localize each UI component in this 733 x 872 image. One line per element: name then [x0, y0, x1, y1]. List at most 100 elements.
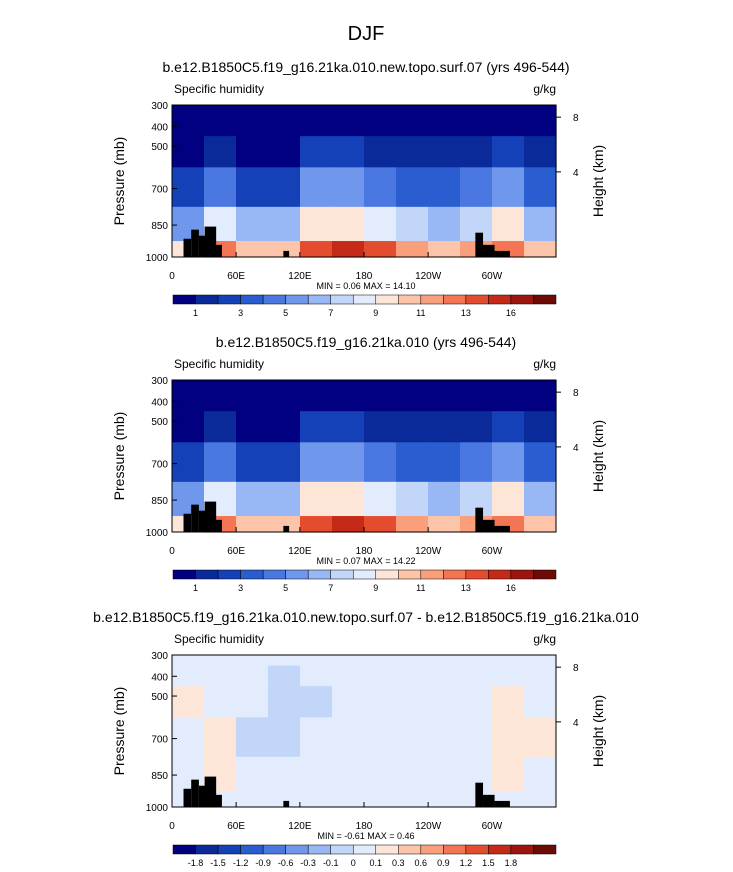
field-cell — [524, 665, 557, 687]
field-cell — [236, 686, 269, 718]
field-cell — [332, 481, 365, 517]
field-cell — [268, 655, 301, 667]
y-tick-label: 700 — [151, 460, 168, 471]
colorbar-swatch — [443, 569, 467, 580]
figure-title: DJF — [348, 23, 385, 45]
field-cell — [172, 390, 205, 412]
field-cell — [236, 411, 269, 443]
field-cell — [364, 241, 397, 258]
field-cell — [268, 390, 301, 412]
field-cell — [268, 241, 301, 258]
field-cell — [428, 655, 461, 667]
field-cell — [204, 380, 237, 392]
y-tick-label: 500 — [151, 417, 168, 428]
terrain-mask — [183, 226, 510, 257]
field-cell — [364, 390, 397, 412]
colorbar-swatch — [488, 569, 512, 580]
field-cell — [204, 136, 237, 168]
y-tick-label: 700 — [151, 735, 168, 746]
field-cell — [428, 686, 461, 718]
colorbar-label: 1.2 — [460, 858, 473, 868]
field-cell — [364, 167, 397, 208]
field-cell — [204, 686, 237, 718]
field-cell — [332, 206, 365, 242]
colorbar-swatch — [240, 569, 264, 580]
colorbar-swatch — [172, 844, 196, 855]
field-cell — [236, 756, 269, 792]
colorbar-label: -0.9 — [255, 858, 271, 868]
colorbar-swatch — [285, 844, 309, 855]
y-axis-title-right: Height (km) — [590, 420, 606, 492]
y-tick-label: 500 — [151, 142, 168, 153]
chart-panel-2: b.e12.B1850C5.f19_g16.21ka.010 (yrs 496-… — [111, 334, 606, 593]
field-cell — [524, 380, 557, 392]
colorbar-swatch — [420, 844, 444, 855]
field-cell — [204, 390, 237, 412]
field-cell — [396, 136, 429, 168]
colorbar-swatch — [172, 569, 196, 580]
x-tick-label: 0 — [169, 546, 175, 557]
terrain-block — [204, 226, 217, 257]
field-cell — [524, 105, 557, 117]
colorbar: 1 3 5 7 9 11 13 16 — [172, 294, 557, 318]
colorbar-label: 1 — [193, 583, 198, 593]
field-cell — [172, 105, 205, 117]
terrain-block — [198, 235, 207, 257]
y-axis-title: Pressure (mb) — [111, 137, 127, 226]
field-cell — [204, 717, 237, 758]
colorbar: -1.8 -1.5 -1.2 -0.9 -0.6 -0.3 -0.1 0 0.1 0.3 0.6 0.… — [172, 844, 557, 868]
field-cell — [524, 655, 557, 667]
panels: b.e12.B1850C5.f19_g16.21ka.010.new.topo.… — [93, 59, 639, 868]
terrain-block — [214, 244, 222, 257]
x-tick-label: 180 — [356, 821, 373, 832]
field-cell — [268, 167, 301, 208]
field-cell — [428, 380, 461, 392]
field-cell — [428, 167, 461, 208]
field-cell — [524, 206, 557, 242]
field-cell — [492, 717, 525, 758]
x-tick-label: 0 — [169, 821, 175, 832]
field-cell — [524, 481, 557, 517]
field-cell — [332, 115, 365, 137]
field-cell — [332, 655, 365, 667]
terrain-block — [214, 794, 222, 807]
y-tick-label: 400 — [151, 397, 168, 408]
field-cell — [300, 105, 333, 117]
field-cell — [268, 105, 301, 117]
chart-panel-3: b.e12.B1850C5.f19_g16.21ka.010.new.topo.… — [93, 609, 639, 868]
field-cell — [460, 136, 493, 168]
field-cell — [428, 481, 461, 517]
field-cell — [172, 717, 205, 758]
colorbar: 1 3 5 7 9 11 13 16 — [172, 569, 557, 593]
field-cell — [300, 791, 333, 808]
field-cell — [300, 717, 333, 758]
field-cell — [396, 481, 429, 517]
colorbar-swatch — [510, 844, 534, 855]
colorbar-swatch — [375, 844, 399, 855]
field-cell — [268, 516, 301, 533]
colorbar-swatch — [195, 844, 219, 855]
field-cell — [204, 105, 237, 117]
field-cell — [524, 241, 557, 258]
terrain-block — [204, 501, 217, 532]
y-tick-label: 1000 — [146, 803, 169, 814]
field-cell — [524, 442, 557, 483]
field-cell — [268, 481, 301, 517]
field-cell — [268, 665, 301, 687]
field-cell — [460, 105, 493, 117]
x-tick-label: 60W — [482, 271, 503, 282]
x-tick-label: 180 — [356, 271, 373, 282]
colorbar-label: 3 — [238, 308, 243, 318]
variable-label: Specific humidity — [174, 82, 264, 96]
terrain-block — [198, 785, 207, 807]
field-cell — [332, 756, 365, 792]
colorbar-swatch — [352, 569, 377, 580]
terrain-block — [191, 779, 199, 807]
colorbar-swatch — [533, 569, 557, 580]
field-cell — [364, 206, 397, 242]
terrain-block — [494, 250, 510, 257]
y-tick-label: 300 — [151, 376, 168, 387]
field-cell — [332, 717, 365, 758]
colorbar-label: 16 — [506, 583, 516, 593]
y-axis-title: Pressure (mb) — [111, 687, 127, 776]
